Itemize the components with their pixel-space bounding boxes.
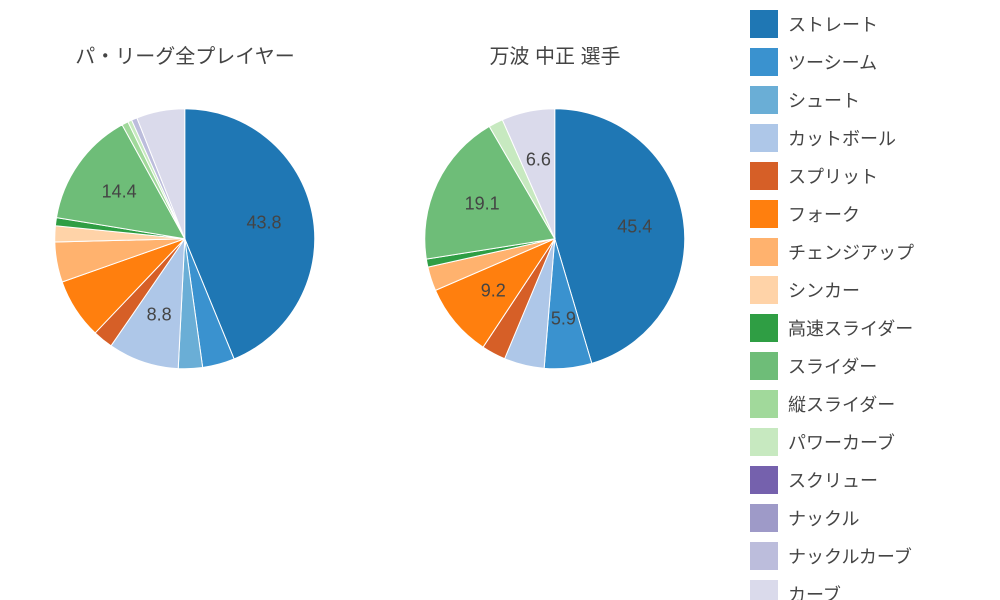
legend-swatch [750, 542, 778, 570]
legend: ストレートツーシームシュートカットボールスプリットフォークチェンジアップシンカー… [740, 0, 1000, 600]
legend-swatch [750, 200, 778, 228]
legend-label: チェンジアップ [788, 239, 914, 265]
legend-swatch [750, 580, 778, 600]
legend-item: パワーカーブ [750, 428, 1000, 456]
legend-swatch [750, 504, 778, 532]
chart-title: パ・リーグ全プレイヤー [75, 40, 294, 69]
legend-item: スライダー [750, 352, 1000, 380]
legend-swatch [750, 124, 778, 152]
legend-item: カーブ [750, 580, 1000, 600]
chart-container: パ・リーグ全プレイヤー 43.88.814.4 万波 中正 選手 45.45.99.2… [0, 0, 1000, 600]
legend-item: ナックル [750, 504, 1000, 532]
legend-item: ストレート [750, 10, 1000, 38]
legend-label: ナックルカーブ [788, 543, 912, 569]
legend-label: シンカー [788, 277, 860, 303]
legend-item: ツーシーム [750, 48, 1000, 76]
pie-chart: パ・リーグ全プレイヤー 43.88.814.4 [45, 40, 325, 379]
legend-swatch [750, 276, 778, 304]
legend-swatch [750, 238, 778, 266]
pie-chart: 万波 中正 選手 45.45.99.219.16.6 [415, 40, 695, 379]
legend-swatch [750, 48, 778, 76]
legend-label: ツーシーム [788, 49, 877, 75]
legend-swatch [750, 466, 778, 494]
legend-swatch [750, 10, 778, 38]
legend-item: フォーク [750, 200, 1000, 228]
legend-item: 縦スライダー [750, 390, 1000, 418]
legend-swatch [750, 352, 778, 380]
legend-label: ストレート [788, 11, 878, 37]
legend-label: シュート [788, 87, 860, 113]
legend-item: スプリット [750, 162, 1000, 190]
legend-label: スクリュー [788, 467, 878, 493]
legend-label: パワーカーブ [788, 429, 895, 455]
legend-label: カットボール [788, 125, 896, 151]
legend-item: シュート [750, 86, 1000, 114]
pie-svg [415, 99, 695, 379]
pie-wrap: 43.88.814.4 [45, 99, 325, 379]
legend-item: ナックルカーブ [750, 542, 1000, 570]
legend-label: ナックル [788, 505, 859, 531]
pie-svg [45, 99, 325, 379]
chart-title: 万波 中正 選手 [489, 40, 620, 69]
legend-label: 高速スライダー [788, 315, 913, 341]
legend-item: チェンジアップ [750, 238, 1000, 266]
legend-swatch [750, 162, 778, 190]
legend-label: カーブ [788, 581, 841, 600]
legend-label: スプリット [788, 163, 878, 189]
legend-swatch [750, 86, 778, 114]
legend-item: 高速スライダー [750, 314, 1000, 342]
legend-swatch [750, 314, 778, 342]
legend-item: シンカー [750, 276, 1000, 304]
legend-swatch [750, 428, 778, 456]
legend-label: 縦スライダー [788, 391, 895, 417]
pie-wrap: 45.45.99.219.16.6 [415, 99, 695, 379]
legend-label: フォーク [788, 201, 860, 227]
legend-item: スクリュー [750, 466, 1000, 494]
legend-label: スライダー [788, 353, 877, 379]
legend-swatch [750, 390, 778, 418]
pie-charts-region: パ・リーグ全プレイヤー 43.88.814.4 万波 中正 選手 45.45.99.2… [0, 0, 740, 600]
legend-item: カットボール [750, 124, 1000, 152]
